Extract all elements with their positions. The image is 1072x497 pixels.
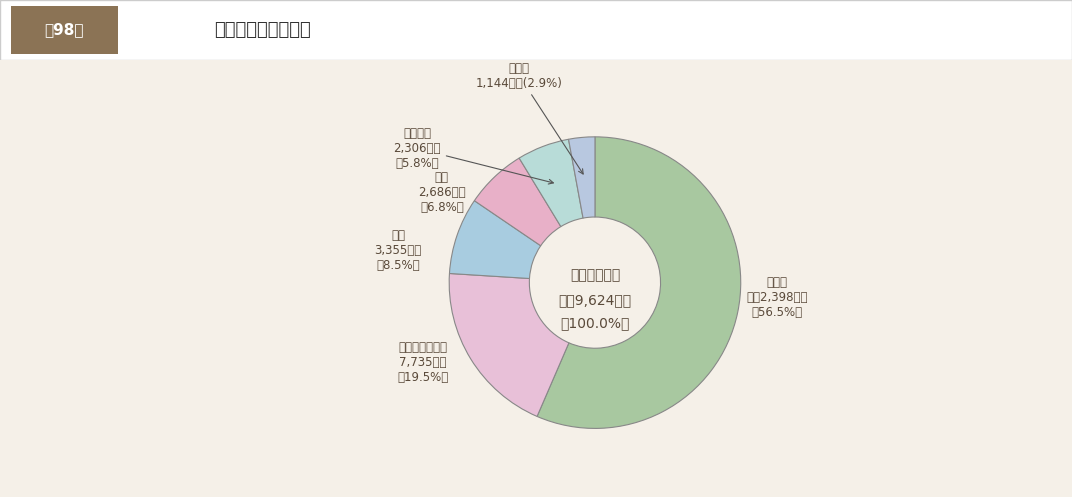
Text: 企業債発行額: 企業債発行額 <box>570 268 620 282</box>
Wedge shape <box>475 158 561 246</box>
Text: 病院
3,355億円
（8.5%）: 病院 3,355億円 （8.5%） <box>374 229 421 272</box>
Wedge shape <box>449 201 540 278</box>
Text: 下水道
２兆2,398億円
（56.5%）: 下水道 ２兆2,398億円 （56.5%） <box>746 276 808 319</box>
Wedge shape <box>568 137 595 218</box>
Text: 第98図: 第98図 <box>45 22 84 37</box>
Text: 水道（含簡水）
7,735億円
（19.5%）: 水道（含簡水） 7,735億円 （19.5%） <box>398 341 448 384</box>
Text: 交通
2,686億円
（6.8%）: 交通 2,686億円 （6.8%） <box>418 171 465 214</box>
Wedge shape <box>519 139 583 227</box>
Text: 宅地造成
2,306億円
（5.8%）: 宅地造成 2,306億円 （5.8%） <box>393 127 553 184</box>
Text: その他
1,144億円(2.9%): その他 1,144億円(2.9%) <box>476 62 583 174</box>
Text: ３兆9,624億円: ３兆9,624億円 <box>559 293 631 307</box>
Wedge shape <box>449 273 569 416</box>
Bar <box>11 6 118 54</box>
Wedge shape <box>537 137 741 428</box>
Text: 企業債発行額の状況: 企業債発行額の状況 <box>214 21 311 39</box>
Text: （100.0%）: （100.0%） <box>561 317 629 331</box>
